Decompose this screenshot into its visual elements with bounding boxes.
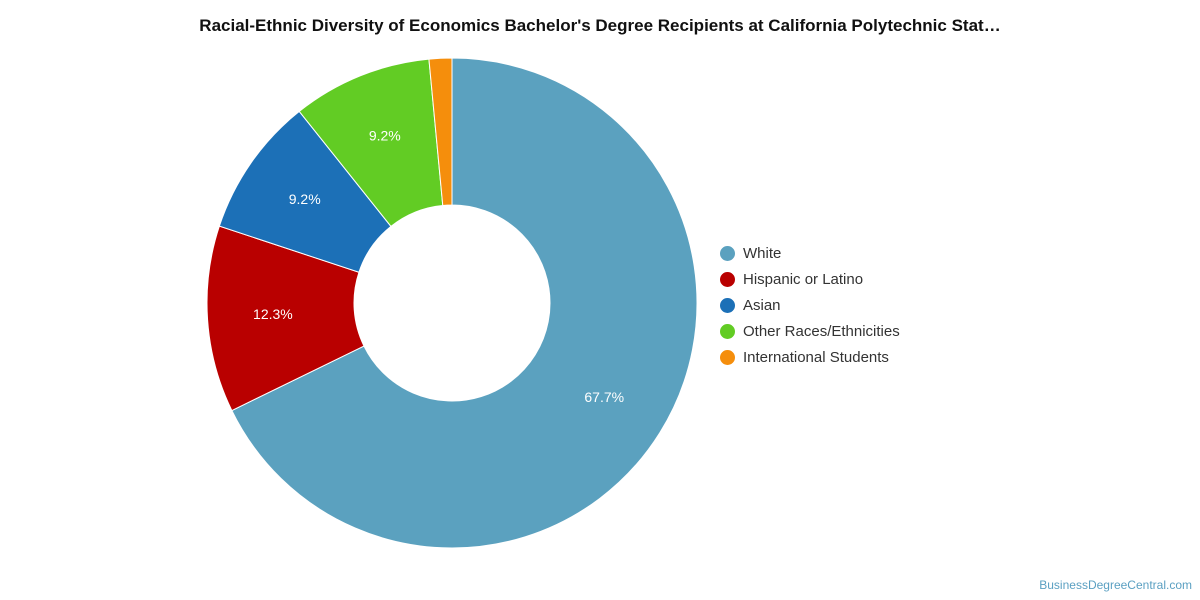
legend-swatch-icon bbox=[720, 323, 735, 339]
legend-swatch-icon bbox=[720, 271, 735, 287]
slice-white[interactable] bbox=[231, 57, 698, 549]
slice-label-hispanic-or-latino: 12.3% bbox=[253, 306, 293, 322]
legend-label: International Students bbox=[743, 348, 889, 366]
legend-swatch-icon bbox=[720, 245, 735, 261]
donut-slices bbox=[206, 57, 698, 549]
slice-label-asian: 9.2% bbox=[289, 191, 321, 207]
slice-hispanic-or-latino[interactable] bbox=[206, 225, 365, 412]
legend-label: Asian bbox=[743, 296, 781, 314]
legend-swatch-icon bbox=[720, 349, 735, 365]
legend-item-white[interactable]: White bbox=[720, 240, 900, 266]
site-credit[interactable]: BusinessDegreeCentral.com bbox=[1039, 578, 1192, 592]
legend-item-other-races-ethnicities[interactable]: Other Races/Ethnicities bbox=[720, 318, 900, 344]
chart-title: Racial-Ethnic Diversity of Economics Bac… bbox=[199, 16, 1001, 35]
slice-labels: 67.7% 12.3% 9.2% 9.2% bbox=[253, 127, 624, 405]
legend-swatch-icon bbox=[720, 297, 735, 313]
slice-international-students[interactable] bbox=[428, 57, 453, 206]
legend-label: Other Races/Ethnicities bbox=[743, 322, 900, 340]
slice-label-other-races-ethnicities: 9.2% bbox=[369, 127, 401, 143]
legend-item-international-students[interactable]: International Students bbox=[720, 344, 900, 370]
slice-label-white: 67.7% bbox=[584, 389, 624, 405]
legend-label: Hispanic or Latino bbox=[743, 270, 864, 288]
legend-item-hispanic-or-latino[interactable]: Hispanic or Latino bbox=[720, 266, 900, 292]
chart-legend: White Hispanic or Latino Asian Other Races/… bbox=[720, 240, 900, 370]
legend-item-asian[interactable]: Asian bbox=[720, 292, 900, 318]
legend-label: White bbox=[743, 244, 782, 262]
